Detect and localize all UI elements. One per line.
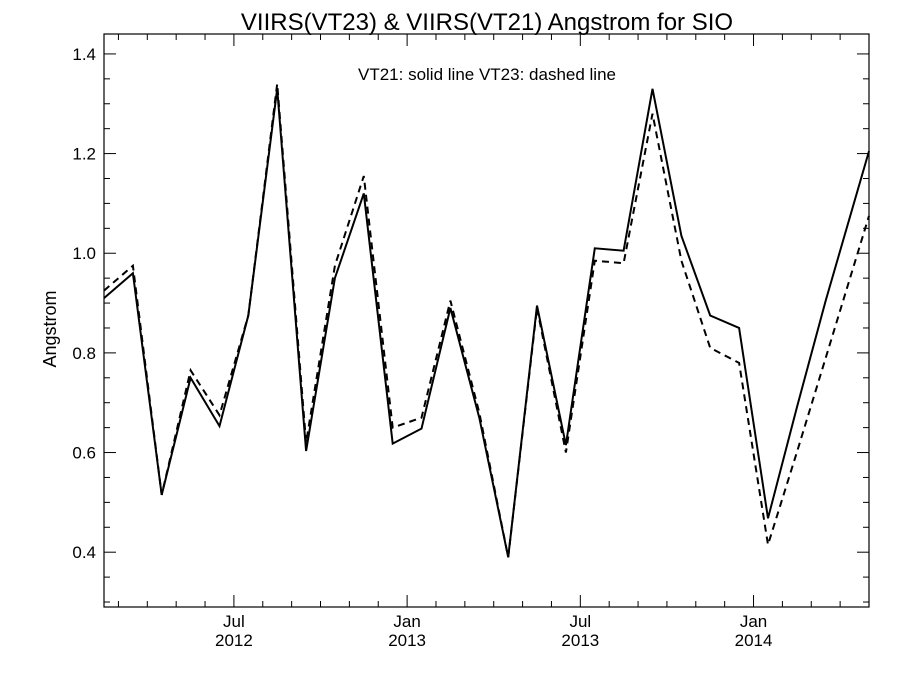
y-tick-label: 1.4 (72, 45, 96, 64)
series-line-vt23 (103, 83, 870, 558)
x-tick-label-month: Jan (393, 612, 420, 631)
x-tick-label-year: 2013 (561, 631, 599, 650)
tick-group: 0.40.60.81.01.21.4Jul2012Jan2013Jul2013J… (72, 34, 869, 650)
x-tick-label-year: 2012 (215, 631, 253, 650)
x-tick-label-year: 2014 (735, 631, 773, 650)
series-group (103, 83, 870, 558)
series-line-vt21 (103, 88, 870, 558)
y-tick-label: 1.2 (72, 145, 96, 164)
x-tick-label-year: 2013 (388, 631, 426, 650)
y-tick-label: 1.0 (72, 244, 96, 263)
plot-frame (103, 33, 870, 608)
x-tick-label-month: Jul (569, 612, 591, 631)
chart-title: VIIRS(VT23) & VIIRS(VT21) Angstrom for S… (241, 9, 733, 36)
y-tick-label: 0.4 (72, 543, 96, 562)
x-tick-label-month: Jul (223, 612, 245, 631)
y-axis-label: Angstrom (40, 290, 60, 367)
x-tick-label-month: Jan (740, 612, 767, 631)
y-tick-label: 0.6 (72, 444, 96, 463)
y-tick-label: 0.8 (72, 344, 96, 363)
chart-annotation: VT21: solid line VT23: dashed line (358, 65, 616, 84)
